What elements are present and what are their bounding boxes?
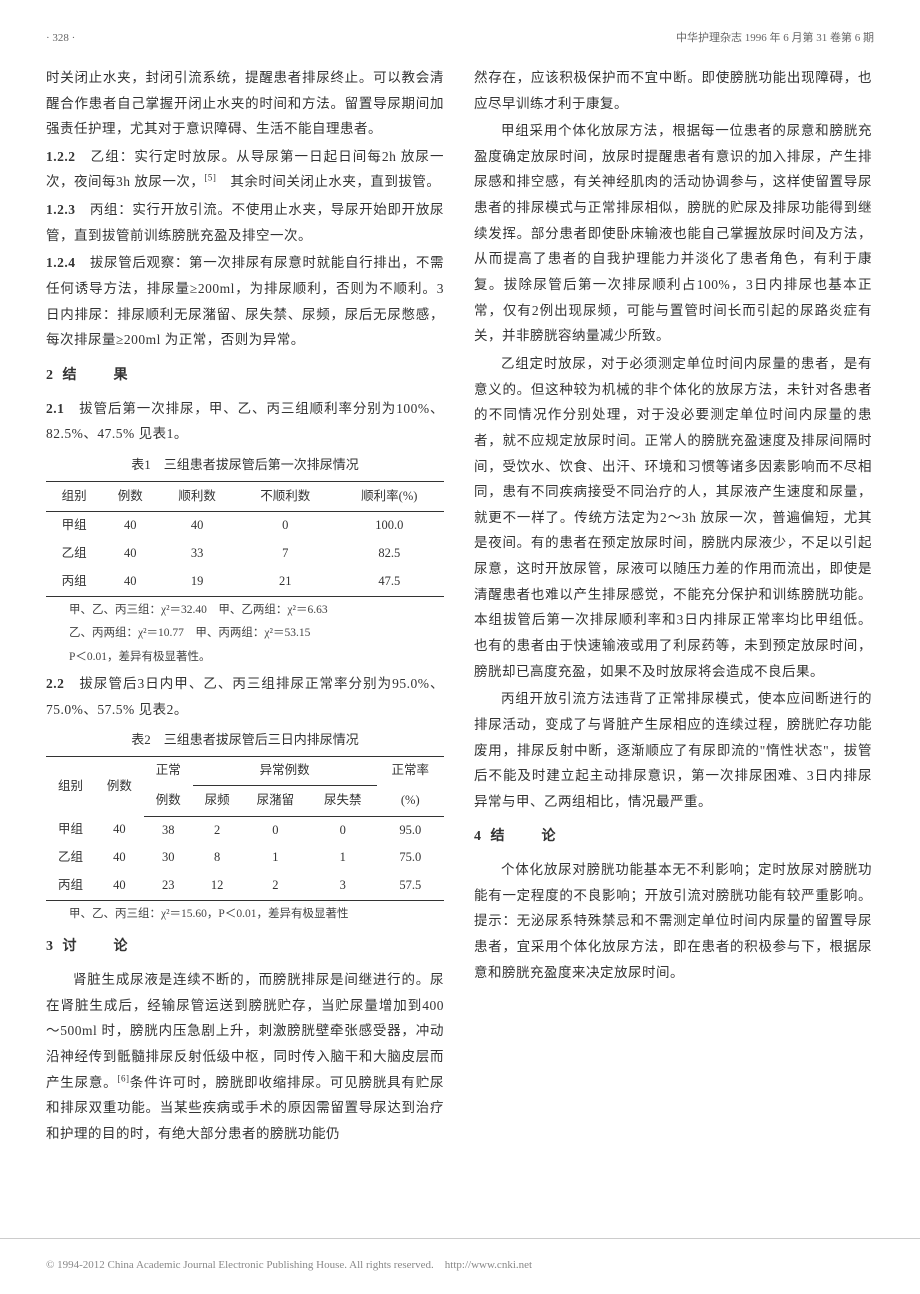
- paragraph: 丙组开放引流方法违背了正常排尿模式，使本应间断进行的排尿活动，变成了与肾脏产生尿…: [474, 686, 872, 814]
- paragraph: 1.2.3 丙组：实行开放引流。不使用止水夹，导尿开始即开放尿管，直到拔管前训练…: [46, 197, 444, 248]
- table-note: P＜0.01，差异有极显著性。: [46, 648, 444, 668]
- table-row: 甲组403820095.0: [46, 816, 444, 844]
- paragraph: 乙组定时放尿，对于必须测定单位时间内尿量的患者，是有意义的。但这种较为机械的非个…: [474, 351, 872, 684]
- paragraph: 1.2.4 拔尿管后观察：第一次排尿有尿意时就能自行排出，不需任何诱导方法，排尿…: [46, 250, 444, 353]
- table-row: 丙组4023122357.5: [46, 872, 444, 900]
- page-number: · 328 ·: [46, 28, 75, 49]
- table-row: 乙组403081175.0: [46, 844, 444, 872]
- table-note: 乙、丙两组：χ²＝10.77 甲、丙两组：χ²＝53.15: [46, 624, 444, 644]
- right-column: 然存在，应该积极保护而不宜中断。即使膀胱功能出现障碍，也应尽早训练才利于康复。 …: [474, 65, 872, 1149]
- paragraph: 个体化放尿对膀胱功能基本无不利影响；定时放尿对膀胱功能有一定程度的不良影响；开放…: [474, 857, 872, 985]
- table-row: 甲组40400100.0: [46, 512, 444, 540]
- table-1: 组别 例数 顺利数 不顺利数 顺利率(%) 甲组40400100.0 乙组403…: [46, 481, 444, 597]
- table-row: 乙组4033782.5: [46, 540, 444, 568]
- paragraph: 甲组采用个体化放尿方法，根据每一位患者的尿意和膀胱充盈度确定放尿时间，放尿时提醒…: [474, 118, 872, 349]
- content-columns: 时关闭止水夹，封闭引流系统，提醒患者排尿终止。可以教会清醒合作患者自己掌握开闭止…: [46, 65, 874, 1149]
- paragraph: 2.2 拔尿管后3日内甲、乙、丙三组排尿正常率分别为95.0%、75.0%、57…: [46, 671, 444, 722]
- journal-title: 中华护理杂志 1996 年 6 月第 31 卷第 6 期: [676, 28, 874, 49]
- table-2: 组别 例数 正常 异常例数 正常率 例数 尿频 尿潴留 尿失禁 (%) 甲组40…: [46, 756, 444, 901]
- page-footer: © 1994-2012 China Academic Journal Elect…: [0, 1238, 920, 1276]
- table-row: 丙组40192147.5: [46, 568, 444, 596]
- page-header: · 328 · 中华护理杂志 1996 年 6 月第 31 卷第 6 期: [46, 28, 874, 49]
- table-note: 甲、乙、丙三组：χ²＝15.60，P＜0.01，差异有极显著性: [46, 905, 444, 925]
- copyright-text: © 1994-2012 China Academic Journal Elect…: [46, 1259, 532, 1271]
- paragraph: 2.1 拔管后第一次排尿，甲、乙、丙三组顺利率分别为100%、82.5%、47.…: [46, 396, 444, 447]
- paragraph: 肾脏生成尿液是连续不断的，而膀胱排尿是间继进行的。尿在肾脏生成后，经输尿管运送到…: [46, 967, 444, 1146]
- table-note: 甲、乙、丙三组：χ²＝32.40 甲、乙两组：χ²＝6.63: [46, 601, 444, 621]
- paragraph: 1.2.2 乙组：实行定时放尿。从导尿第一日起日间每2h 放尿一次，夜间每3h …: [46, 144, 444, 195]
- left-column: 时关闭止水夹，封闭引流系统，提醒患者排尿终止。可以教会清醒合作患者自己掌握开闭止…: [46, 65, 444, 1149]
- paragraph: 时关闭止水夹，封闭引流系统，提醒患者排尿终止。可以教会清醒合作患者自己掌握开闭止…: [46, 65, 444, 142]
- section-heading: 2 结 果: [46, 363, 444, 390]
- section-heading: 3 讨 论: [46, 934, 444, 961]
- paragraph: 然存在，应该积极保护而不宜中断。即使膀胱功能出现障碍，也应尽早训练才利于康复。: [474, 65, 872, 116]
- table-caption: 表1 三组患者拔尿管后第一次排尿情况: [46, 453, 444, 478]
- table-caption: 表2 三组患者拔尿管后三日内排尿情况: [46, 728, 444, 753]
- section-heading: 4 结 论: [474, 824, 872, 851]
